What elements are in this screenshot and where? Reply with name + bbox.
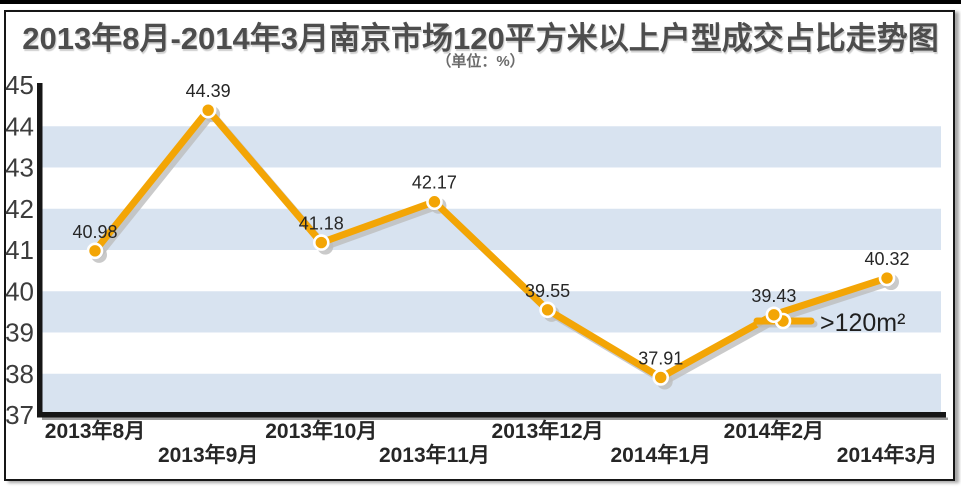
- plot-band: [40, 208, 941, 250]
- plot-band: [40, 167, 941, 209]
- series-line: [91, 106, 891, 381]
- legend-label: >120m²: [820, 309, 905, 337]
- y-axis-label: 43: [5, 153, 34, 183]
- plot-band: [40, 85, 941, 127]
- y-axis-label: 37: [5, 400, 34, 430]
- data-label: 42.17: [412, 173, 457, 193]
- data-point-marker: [652, 369, 670, 386]
- x-axis-shadow: [42, 417, 948, 420]
- plot-band: [40, 373, 941, 415]
- chart-unit-label: （单位：%）: [436, 53, 525, 70]
- data-point-marker: [312, 234, 330, 251]
- x-axis-label: 2013年9月: [158, 443, 258, 467]
- x-axis-label: 2014年2月: [724, 419, 824, 443]
- data-label: 41.18: [299, 214, 344, 234]
- y-axis-label: 42: [5, 194, 34, 224]
- x-axis-label: 2013年11月: [379, 443, 490, 467]
- x-axis-label: 2013年10月: [265, 419, 377, 443]
- data-point-marker: [426, 193, 443, 211]
- data-point-marker: [878, 269, 896, 287]
- x-axis-label: 2013年12月: [492, 419, 604, 443]
- x-axis-line: [37, 412, 946, 418]
- data-label: 44.39: [186, 81, 231, 101]
- data-label: 39.55: [525, 281, 570, 301]
- y-axis-label: 38: [5, 359, 34, 389]
- x-axis-label: 2014年3月: [837, 443, 937, 467]
- y-axis-label: 41: [5, 235, 34, 265]
- data-label: 39.43: [751, 286, 796, 306]
- y-axis-label: 39: [5, 318, 34, 348]
- data-label: 37.91: [638, 348, 683, 368]
- plot-band: [40, 332, 941, 374]
- top-border-bar: [0, 0, 961, 4]
- x-axis-label: 2014年1月: [611, 443, 711, 467]
- y-axis-label: 45: [5, 70, 34, 100]
- data-label: 40.32: [864, 249, 909, 269]
- x-axis-label: 2013年8月: [45, 419, 145, 443]
- y-axis-label: 40: [5, 276, 34, 306]
- data-point-marker: [765, 306, 783, 324]
- data-point-marker: [199, 101, 217, 119]
- chart-title: 2013年8月-2014年3月南京市场120平方米以上户型成交占比走势图: [22, 21, 939, 56]
- data-point-marker: [539, 301, 556, 319]
- data-label: 40.98: [72, 222, 117, 242]
- y-axis-label: 44: [5, 111, 34, 141]
- data-point-marker: [86, 242, 104, 260]
- y-axis-line: [37, 83, 43, 418]
